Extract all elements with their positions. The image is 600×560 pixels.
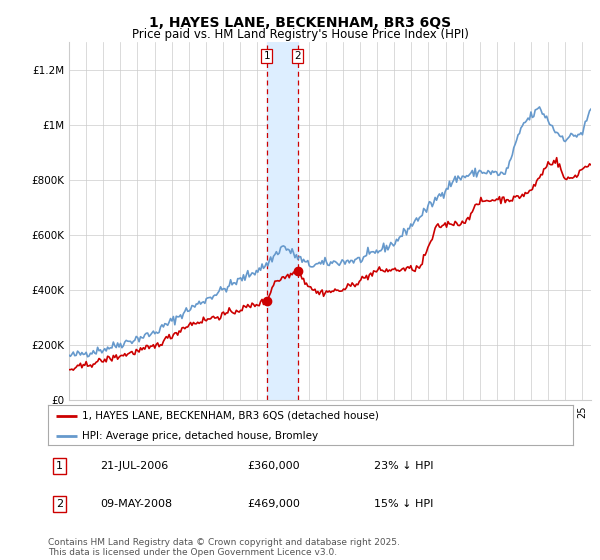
Bar: [266, 42, 298, 400]
Text: 1: 1: [56, 461, 63, 471]
Text: 15% ↓ HPI: 15% ↓ HPI: [373, 499, 433, 509]
Text: Price paid vs. HM Land Registry's House Price Index (HPI): Price paid vs. HM Land Registry's House …: [131, 28, 469, 41]
Text: 2: 2: [295, 51, 301, 61]
Text: 23% ↓ HPI: 23% ↓ HPI: [373, 461, 433, 471]
Text: 21-JUL-2006: 21-JUL-2006: [101, 461, 169, 471]
Text: 1: 1: [263, 51, 270, 61]
Text: 09-MAY-2008: 09-MAY-2008: [101, 499, 173, 509]
Text: 1, HAYES LANE, BECKENHAM, BR3 6QS (detached house): 1, HAYES LANE, BECKENHAM, BR3 6QS (detac…: [82, 411, 379, 421]
Text: 1, HAYES LANE, BECKENHAM, BR3 6QS: 1, HAYES LANE, BECKENHAM, BR3 6QS: [149, 16, 451, 30]
Text: £469,000: £469,000: [248, 499, 301, 509]
Text: Contains HM Land Registry data © Crown copyright and database right 2025.
This d: Contains HM Land Registry data © Crown c…: [48, 538, 400, 557]
Text: 2: 2: [56, 499, 63, 509]
Text: £360,000: £360,000: [248, 461, 300, 471]
Text: HPI: Average price, detached house, Bromley: HPI: Average price, detached house, Brom…: [82, 431, 318, 441]
